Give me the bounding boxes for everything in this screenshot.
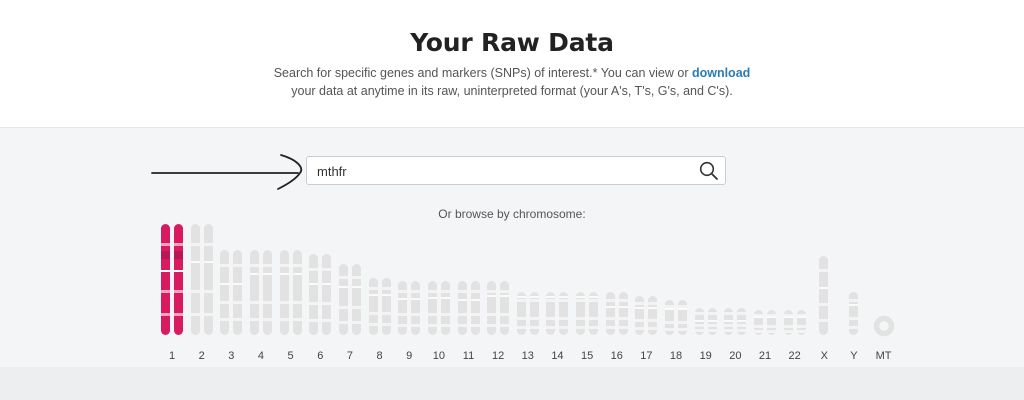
chromosome-11[interactable] <box>454 280 484 337</box>
page-header: Your Raw Data Search for specific genes … <box>0 0 1024 127</box>
chromosome-label-18: 18 <box>669 350 683 362</box>
search-icon[interactable] <box>699 161 719 181</box>
chromosome-18[interactable] <box>661 299 691 337</box>
chromosome-label-6: 6 <box>317 350 324 362</box>
intro-text: Search for specific genes and markers (S… <box>262 64 762 100</box>
chromosome-20[interactable] <box>720 307 750 337</box>
chromosome-y[interactable] <box>839 291 869 337</box>
chromosome-3[interactable] <box>216 249 246 337</box>
chromosome-label-12: 12 <box>492 350 505 362</box>
chromosome-12[interactable] <box>483 280 513 337</box>
chromosome-label-13: 13 <box>521 350 534 362</box>
chromosome-14[interactable] <box>542 291 572 337</box>
page-title: Your Raw Data <box>410 28 614 57</box>
chromosome-13[interactable] <box>513 291 543 337</box>
chromosome-1[interactable] <box>157 223 187 337</box>
browse-label: Or browse by chromosome: <box>438 207 586 221</box>
chromosome-label-14: 14 <box>551 350 564 362</box>
download-link[interactable]: download <box>691 66 751 80</box>
search-box <box>306 156 726 185</box>
chromosome-label-22: 22 <box>788 350 801 362</box>
chromosome-label-4: 4 <box>257 350 264 362</box>
chromosome-label-9: 9 <box>406 350 413 362</box>
chromosome-4[interactable] <box>246 249 276 337</box>
chromosome-5[interactable] <box>276 249 306 337</box>
chromosome-mt[interactable] <box>869 311 899 341</box>
intro-text-start: Search for specific genes and markers (S… <box>273 66 692 80</box>
arrow-annotation <box>151 154 303 190</box>
chromosome-16[interactable] <box>602 291 632 337</box>
intro-text-end: your data at anytime in its raw, uninter… <box>291 84 733 98</box>
chromosome-label-y: Y <box>850 350 858 362</box>
chromosome-9[interactable] <box>394 280 424 337</box>
chromosome-x[interactable] <box>809 255 839 337</box>
chromosome-2[interactable] <box>187 223 217 337</box>
chromosome-label-20: 20 <box>729 350 742 362</box>
chromosome-label-2: 2 <box>198 350 205 362</box>
footer-band <box>0 367 1024 400</box>
chromosome-label-17: 17 <box>640 350 653 362</box>
chromosome-label-19: 19 <box>699 350 712 362</box>
chromosome-label-8: 8 <box>376 350 383 362</box>
chromosome-label-10: 10 <box>432 350 445 362</box>
chromosome-10[interactable] <box>424 280 454 337</box>
chromosome-label-x: X <box>820 350 828 362</box>
chromosome-label-11: 11 <box>462 350 475 362</box>
chromosome-22[interactable] <box>780 309 810 337</box>
chromosome-label-5: 5 <box>287 350 294 362</box>
chromosome-6[interactable] <box>305 253 335 337</box>
search-input[interactable] <box>317 161 687 181</box>
chromosome-7[interactable] <box>335 263 365 337</box>
chromosome-label-mt: MT <box>875 350 892 362</box>
chromosome-19[interactable] <box>691 307 721 337</box>
chromosome-21[interactable] <box>750 309 780 337</box>
chromosome-8[interactable] <box>365 277 395 337</box>
chromosome-15[interactable] <box>572 291 602 337</box>
chromosome-label-7: 7 <box>346 350 353 362</box>
chromosome-label-15: 15 <box>580 350 594 362</box>
chromosome-label-16: 16 <box>610 350 623 362</box>
chromosome-label-1: 1 <box>168 350 176 362</box>
chromosome-browser: 1 2 3 4 5 6 7 8 9 10 11 12 13 14 15 16 17 18 19 20 21 22 X Y MT <box>0 215 1024 365</box>
chromosome-label-21: 21 <box>758 350 772 362</box>
chromosome-17[interactable] <box>631 295 661 337</box>
chromosome-label-3: 3 <box>228 350 235 362</box>
